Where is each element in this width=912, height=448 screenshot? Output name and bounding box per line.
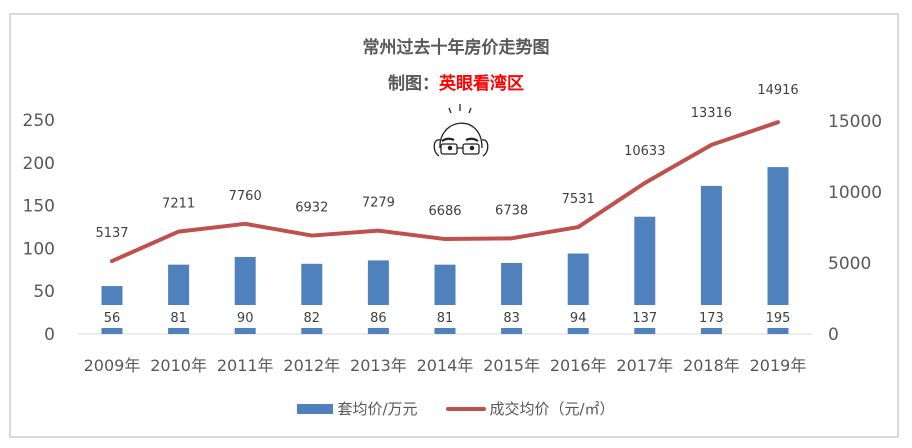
right-axis-tick: 15000 (828, 112, 882, 132)
bar-value-label: 81 (170, 311, 187, 326)
bar-label-bg (99, 305, 125, 328)
bar-value-label: 173 (699, 311, 724, 326)
line-value-label: 7279 (362, 196, 395, 211)
line-value-label: 6738 (495, 203, 528, 218)
chart-title: 常州过去十年房价走势图 (362, 38, 550, 58)
legend-line-label: 成交均价（元/㎡） (489, 400, 615, 418)
bar-label-bg (632, 305, 658, 328)
x-axis-label: 2019年 (750, 356, 807, 375)
line-value-label: 7531 (562, 192, 595, 207)
subtitle-prefix: 制图： (388, 74, 439, 94)
bar-value-label: 82 (304, 311, 321, 326)
left-axis-tick: 250 (23, 111, 55, 131)
bar-label-bg (432, 305, 458, 328)
bar-value-label: 86 (370, 311, 387, 326)
bar-label-bg (166, 305, 192, 328)
bar-value-label: 195 (766, 311, 791, 326)
x-axis-label: 2009年 (84, 356, 141, 375)
right-axis-tick: 10000 (828, 183, 882, 203)
bar (700, 185, 722, 334)
line-value-label: 10633 (624, 144, 665, 159)
x-axis-label: 2013年 (350, 356, 407, 375)
right-axis-tick: 5000 (828, 254, 871, 274)
left-axis-tick: 100 (23, 239, 55, 259)
left-axis-tick: 150 (23, 197, 55, 217)
x-axis-label: 2018年 (683, 356, 740, 375)
bar-value-label: 90 (237, 311, 254, 326)
chart-frame (9, 13, 899, 438)
legend-line-swatch (445, 406, 486, 411)
x-axis-label: 2014年 (417, 356, 474, 375)
line-value-label: 13316 (691, 106, 732, 121)
x-axis-label: 2016年 (550, 356, 607, 375)
right-axis-tick: 0 (828, 325, 839, 345)
bar-label-bg (765, 305, 791, 328)
x-axis-label: 2012年 (283, 356, 340, 375)
chart-subtitle: 制图：英眼看湾区 (0, 69, 912, 94)
left-axis-tick: 200 (23, 154, 55, 174)
line-value-label: 7760 (229, 189, 262, 204)
bar-label-bg (499, 305, 525, 328)
line-value-label: 6686 (428, 204, 461, 219)
bar-label-bg (698, 305, 724, 328)
bar-value-label: 137 (632, 311, 657, 326)
legend-bar-swatch (297, 403, 334, 414)
bar-value-label: 94 (570, 311, 587, 326)
chart-legend: 套均价/万元 成交均价（元/㎡） (0, 398, 912, 419)
bar (767, 167, 789, 334)
price-line (110, 120, 780, 264)
left-axis-tick: 50 (33, 282, 55, 302)
line-value-label: 5137 (95, 226, 128, 241)
bar-label-bg (365, 305, 391, 328)
bar-value-label: 56 (104, 311, 121, 326)
bar-label-bg (565, 305, 591, 328)
bar (634, 216, 656, 334)
x-axis-label: 2010年 (150, 356, 207, 375)
legend-item-line: 成交均价（元/㎡） (445, 398, 615, 419)
legend-bar-label: 套均价/万元 (337, 400, 418, 418)
left-axis-tick: 0 (44, 325, 55, 345)
bar-value-label: 83 (503, 311, 520, 326)
mascot-icon (433, 104, 489, 157)
bar-label-bg (232, 305, 258, 328)
line-series: 5137 7211 7760 6932 7279 6686 6738 7531 10633 133… (95, 83, 799, 264)
x-axis-label: 2015年 (483, 356, 540, 375)
bar-label-bg (299, 305, 325, 328)
line-value-label: 14916 (757, 83, 798, 98)
left-axis-ticks: 0 50 100 150 200 250 (23, 111, 55, 345)
line-value-label: 7211 (162, 197, 195, 212)
bar-value-label: 81 (437, 311, 454, 326)
x-axis-label: 2011年 (217, 356, 274, 375)
line-value-label: 6932 (295, 201, 328, 216)
bar-series: 56 81 90 82 86 81 83 94 137 173 195 (99, 167, 791, 334)
legend-item-bar: 套均价/万元 (297, 398, 418, 419)
x-axis-labels: 2009年 2010年 2011年 2012年 2013年 2014年 2015年 2016年… (84, 356, 807, 375)
right-axis-ticks: 0 5000 10000 15000 (828, 112, 882, 345)
x-axis-label: 2017年 (616, 356, 673, 375)
subtitle-author: 英眼看湾区 (439, 74, 524, 94)
